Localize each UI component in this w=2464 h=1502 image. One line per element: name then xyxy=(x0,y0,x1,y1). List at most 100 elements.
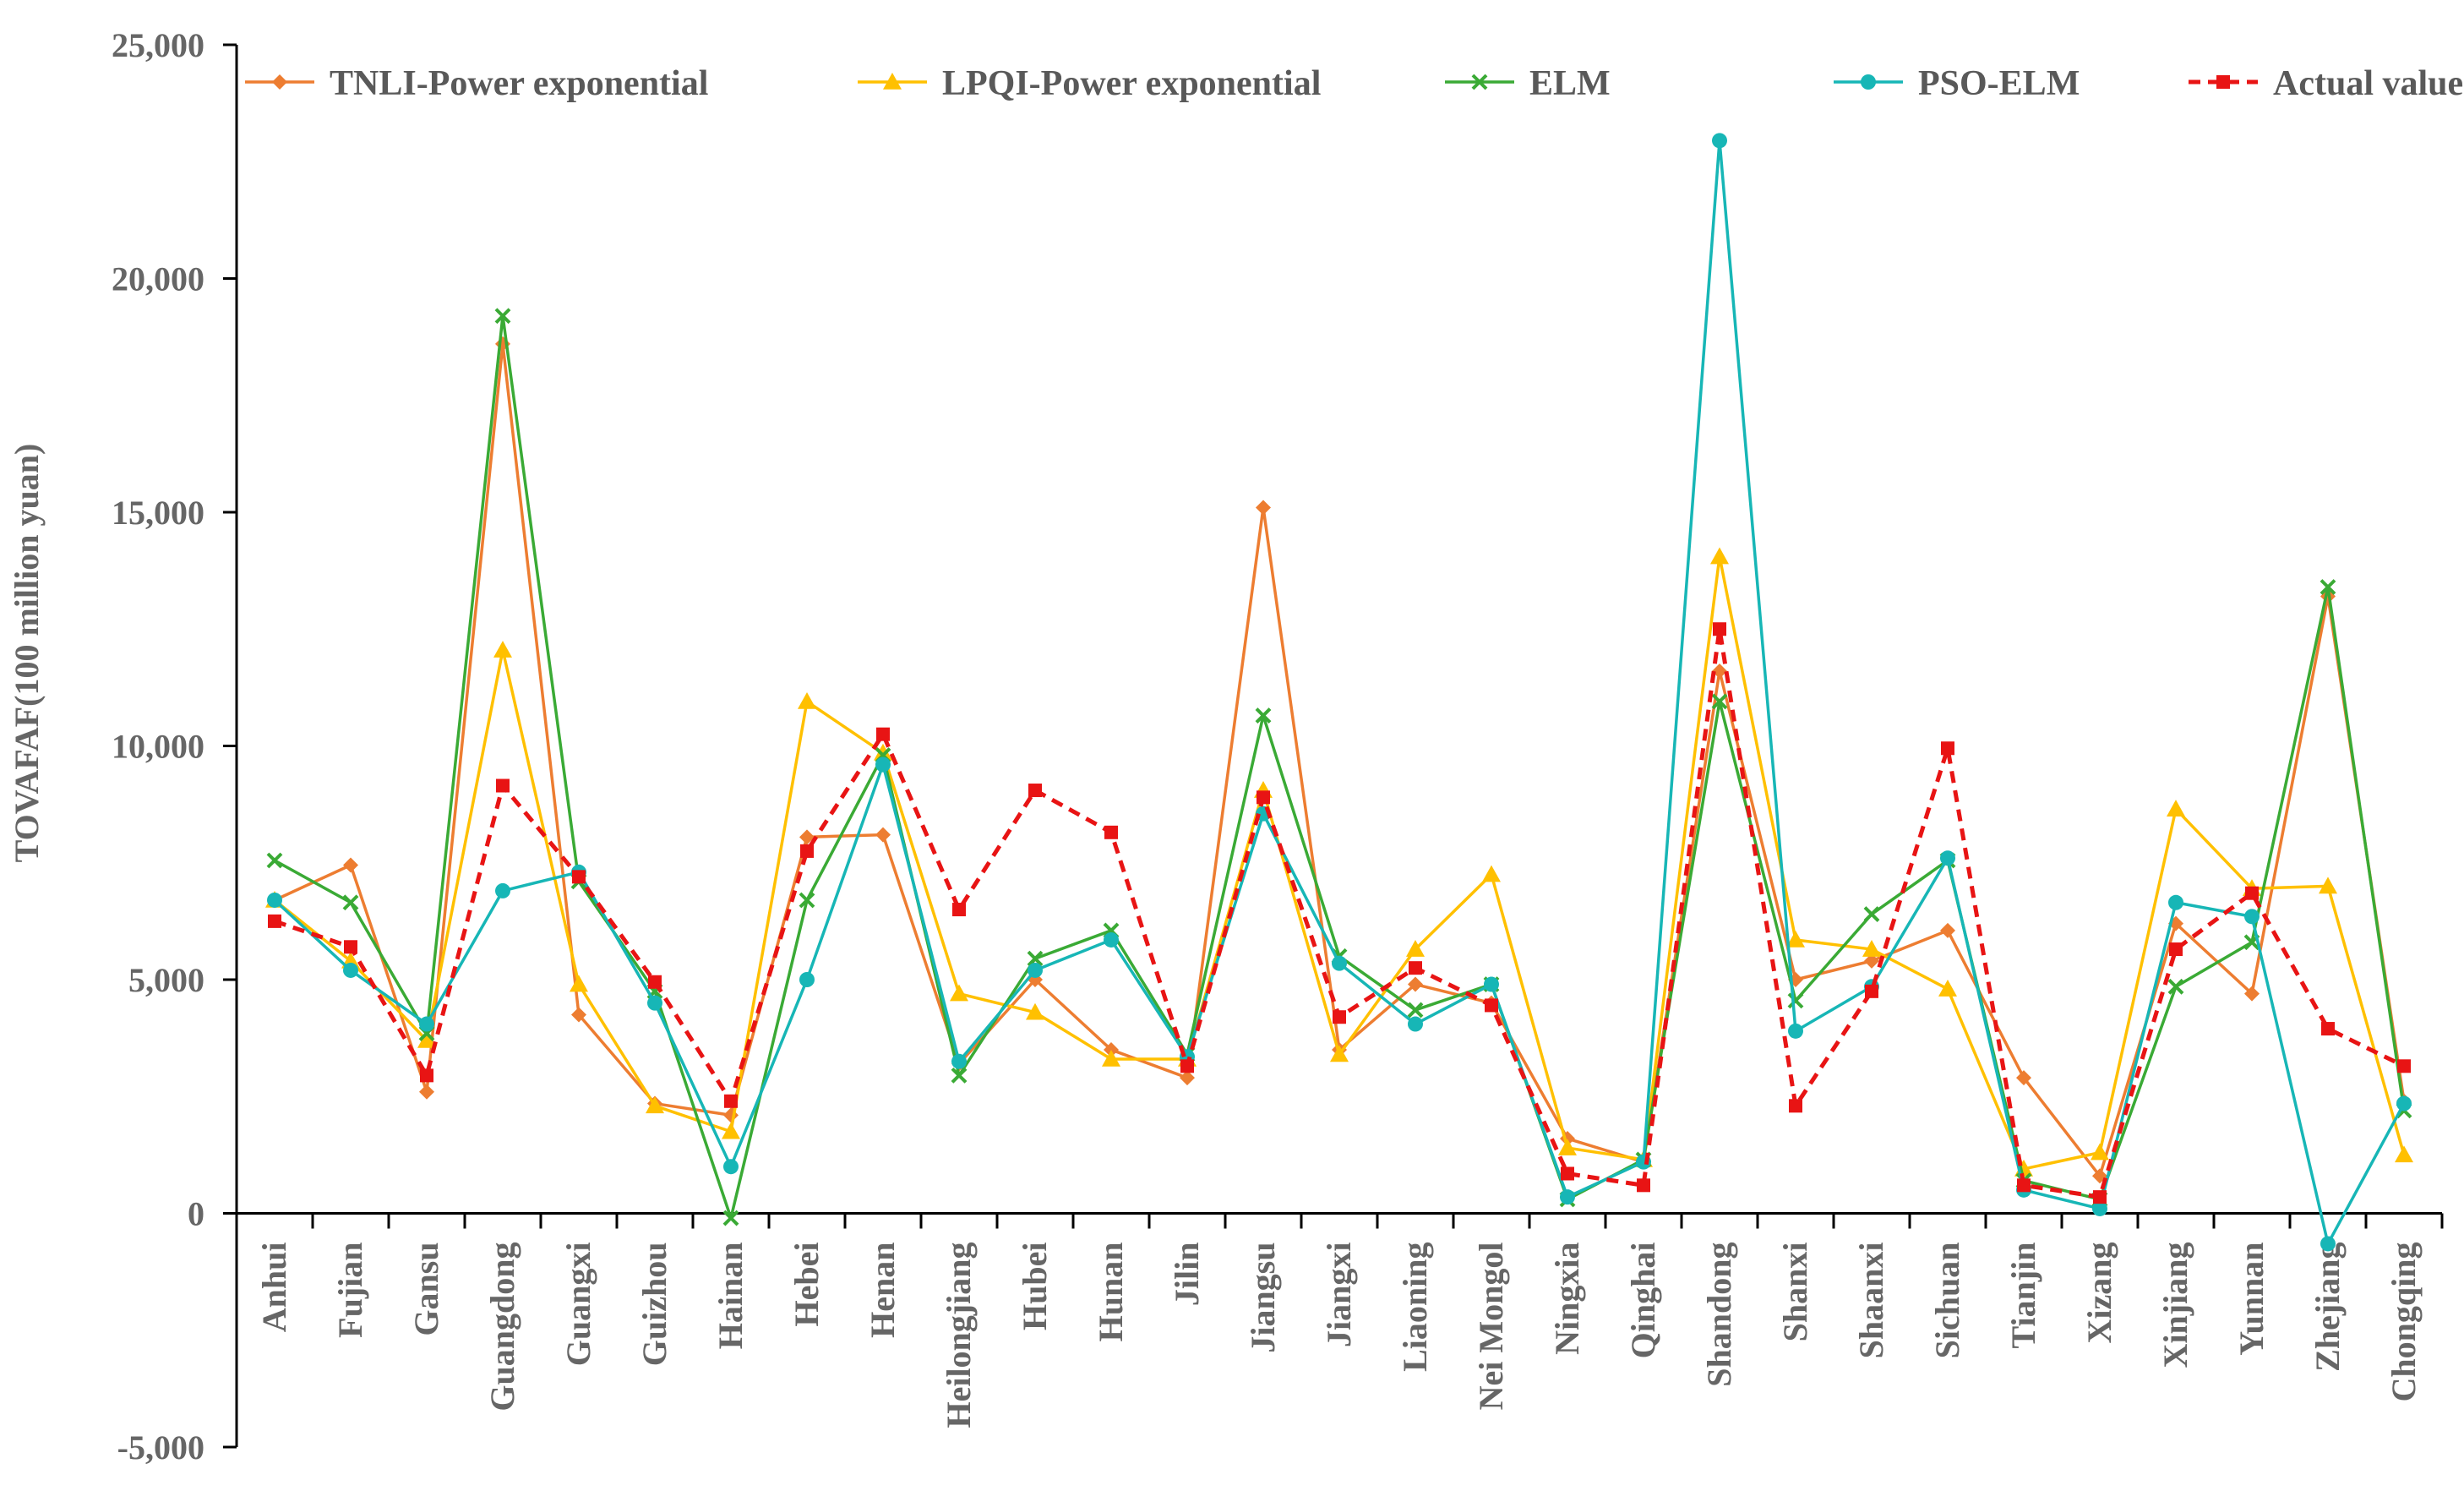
legend-item-pso-elm: PSO-ELM xyxy=(1834,64,2080,103)
x-tick-label: Qinghai xyxy=(1624,1243,1662,1359)
data-point-pso-elm xyxy=(419,1016,434,1032)
data-point-actual-value xyxy=(1637,1178,1650,1193)
series-elm xyxy=(266,308,2412,1226)
data-point-lpqi-power-exponential xyxy=(1786,930,1805,948)
x-tick-label: Anhui xyxy=(255,1243,293,1333)
data-point-tnli-power-exponential xyxy=(419,1084,434,1100)
data-point-actual-value xyxy=(1104,825,1118,839)
data-point-lpqi-power-exponential xyxy=(1102,1050,1120,1067)
data-point-actual-value xyxy=(724,1094,738,1108)
data-point-tnli-power-exponential xyxy=(1712,664,1727,680)
x-tick-label: Ningxia xyxy=(1548,1243,1586,1355)
legend-marker-tnli-power-exponential xyxy=(272,74,287,90)
data-point-lpqi-power-exponential xyxy=(493,641,512,658)
legend-marker-pso-elm xyxy=(1861,74,1876,90)
data-point-lpqi-power-exponential xyxy=(2167,800,2185,817)
x-tick-label: Jilin xyxy=(1168,1243,1206,1307)
data-point-tnli-power-exponential xyxy=(571,1007,586,1023)
x-tick-label: Hunan xyxy=(1092,1243,1130,1342)
x-tick-label: Henan xyxy=(864,1243,902,1338)
x-tick-label: Shandong xyxy=(1700,1243,1738,1387)
data-point-actual-value xyxy=(1485,998,1498,1013)
x-tick-label: Heilongjiang xyxy=(940,1243,978,1428)
data-point-lpqi-power-exponential xyxy=(1406,940,1425,957)
data-point-actual-value xyxy=(648,975,662,989)
data-point-lpqi-power-exponential xyxy=(722,1122,740,1139)
data-point-actual-value xyxy=(1333,1010,1346,1024)
data-point-pso-elm xyxy=(2320,1236,2336,1252)
series-line-elm xyxy=(274,314,2406,1220)
data-point-elm xyxy=(1255,707,1272,724)
y-tick-label: 15,000 xyxy=(112,494,204,532)
data-point-elm xyxy=(342,894,359,911)
data-point-lpqi-power-exponential xyxy=(950,984,968,1002)
legend: TNLI-Power exponential LPQI-Power exponen… xyxy=(245,64,2463,103)
data-point-lpqi-power-exponential xyxy=(1330,1045,1349,1062)
data-point-pso-elm xyxy=(1484,976,1499,992)
data-point-pso-elm xyxy=(267,892,282,908)
data-point-actual-value xyxy=(1941,741,1954,756)
data-point-pso-elm xyxy=(951,1053,967,1069)
legend-label-actual-value: Actual value xyxy=(2273,64,2463,103)
data-point-actual-value xyxy=(2169,942,2183,957)
data-point-tnli-power-exponential xyxy=(1256,500,1271,516)
data-point-actual-value xyxy=(344,940,357,954)
y-tick-label: -5,000 xyxy=(117,1428,204,1466)
data-point-pso-elm xyxy=(1104,931,1119,948)
x-tick-label: Chongqing xyxy=(2385,1243,2423,1402)
legend-label-elm: ELM xyxy=(1529,64,1611,103)
data-point-actual-value xyxy=(496,778,510,793)
x-tick-label: Yunnan xyxy=(2232,1243,2270,1356)
data-point-elm xyxy=(266,852,283,869)
legend-item-elm: ELM xyxy=(1445,64,1611,103)
series-layer xyxy=(265,133,2413,1252)
data-point-actual-value xyxy=(1180,1059,1194,1073)
data-point-elm xyxy=(1711,693,1728,710)
data-point-tnli-power-exponential xyxy=(1180,1070,1195,1086)
x-tick-label: Hebei xyxy=(788,1243,826,1327)
data-point-actual-value xyxy=(952,903,966,917)
data-point-pso-elm xyxy=(1332,955,1347,971)
legend-item-lpqi-power-exponential: LPQI-Power exponential xyxy=(858,64,1321,103)
x-tick-label: Guangdong xyxy=(483,1243,521,1412)
x-tick-label: Hubei xyxy=(1016,1243,1054,1330)
data-point-actual-value xyxy=(2093,1190,2107,1204)
series-lpqi-power-exponential xyxy=(265,547,2413,1177)
data-point-pso-elm xyxy=(1560,1189,1575,1205)
data-point-pso-elm xyxy=(2092,1200,2107,1216)
data-point-elm xyxy=(2167,978,2184,995)
data-point-pso-elm xyxy=(2396,1095,2412,1111)
data-point-actual-value xyxy=(876,727,890,741)
data-point-pso-elm xyxy=(1712,133,1727,149)
data-point-pso-elm xyxy=(343,962,358,978)
data-point-actual-value xyxy=(2245,886,2259,900)
data-point-lpqi-power-exponential xyxy=(2091,1143,2109,1161)
x-tick-label: Shanxi xyxy=(1776,1243,1814,1342)
data-point-pso-elm xyxy=(2244,909,2260,925)
data-point-actual-value xyxy=(572,870,586,884)
data-point-actual-value xyxy=(2397,1059,2411,1073)
data-point-lpqi-power-exponential xyxy=(2395,1145,2413,1163)
x-tick-label: Jiangsu xyxy=(1244,1243,1282,1353)
legend-marker-actual-value xyxy=(2216,75,2230,89)
legend-label-lpqi-power-exponential: LPQI-Power exponential xyxy=(942,64,1321,103)
axes: -5,000 0 5,000 10,000 15,000 20,000 25,000 Anhu… xyxy=(112,26,2444,1466)
data-point-lpqi-power-exponential xyxy=(1710,547,1729,565)
data-point-lpqi-power-exponential xyxy=(1862,940,1881,957)
data-point-actual-value xyxy=(1561,1166,1574,1181)
data-point-elm xyxy=(1027,950,1044,967)
x-tick-label: Nei Mongol xyxy=(1472,1243,1510,1411)
legend-marker-elm xyxy=(1471,74,1488,90)
data-point-elm xyxy=(494,308,511,325)
y-tick-label: 10,000 xyxy=(112,728,204,766)
legend-label-tnli-power-exponential: TNLI-Power exponential xyxy=(330,64,708,103)
x-tick-label: Jiangxi xyxy=(1320,1243,1358,1347)
y-axis-title: TOVAFAF(100 million yuan) xyxy=(8,444,46,863)
data-point-pso-elm xyxy=(875,756,891,773)
data-point-elm xyxy=(1787,992,1804,1009)
data-point-pso-elm xyxy=(2168,894,2183,910)
data-point-elm xyxy=(2320,579,2336,595)
data-point-actual-value xyxy=(2321,1022,2335,1036)
x-tick-label: Xizang xyxy=(2080,1243,2118,1344)
data-point-actual-value xyxy=(1409,961,1422,975)
